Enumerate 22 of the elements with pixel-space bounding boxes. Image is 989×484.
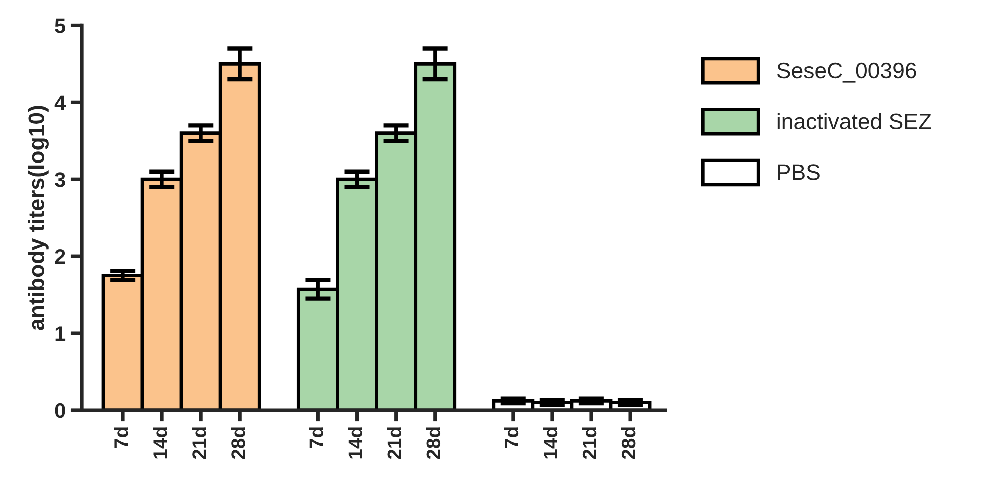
x-tick-label: 7d xyxy=(114,428,128,448)
x-tick-label: 7d xyxy=(309,428,324,448)
x-tick-label: 21d xyxy=(192,428,206,460)
x-tick-label: 7d xyxy=(504,428,519,448)
y-tick-label: 4 xyxy=(54,96,66,110)
x-tick-label: 14d xyxy=(543,428,558,459)
x-tick-label: 14d xyxy=(153,428,168,459)
legend-label: PBS xyxy=(778,164,820,180)
y-axis-title: antibody titers(log10) xyxy=(28,106,49,330)
y-tick-label: 2 xyxy=(55,250,66,264)
legend-label: SeseC_00396 xyxy=(777,62,916,83)
x-tick-label: 14d xyxy=(348,428,362,459)
y-tick-label: 0 xyxy=(55,403,66,418)
x-tick-label: 28d xyxy=(426,428,441,460)
x-tick-label: 21d xyxy=(582,428,597,460)
y-tick-label: 3 xyxy=(55,172,66,188)
y-tick-label: 5 xyxy=(55,18,66,34)
y-tick-label: 1 xyxy=(56,326,66,342)
x-tick-label: 21d xyxy=(387,428,402,460)
x-tick-label: 28d xyxy=(231,428,246,460)
x-tick-label: 28d xyxy=(621,428,636,460)
legend-label: inactivated SEZ xyxy=(778,113,932,130)
